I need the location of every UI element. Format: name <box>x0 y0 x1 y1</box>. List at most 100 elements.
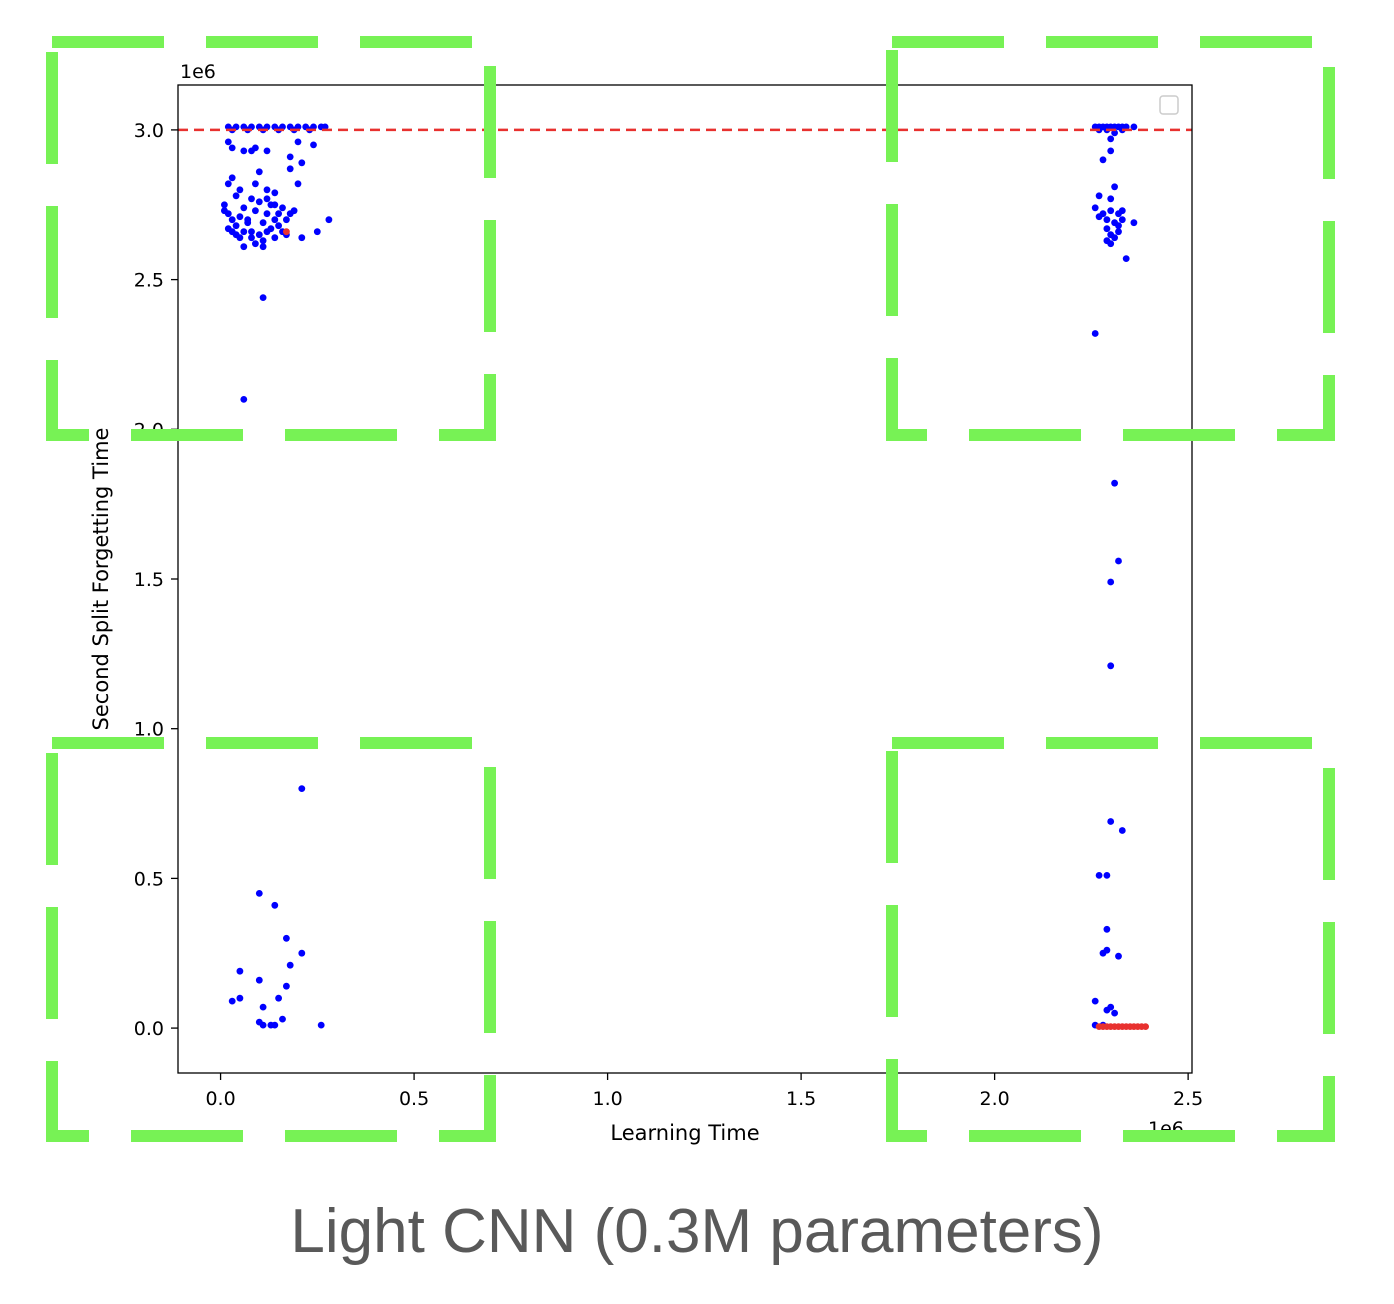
scatter-point <box>1103 216 1111 224</box>
y-offset-label: 1e6 <box>180 61 216 83</box>
scatter-point <box>1115 557 1122 565</box>
scatter-point <box>1103 225 1111 233</box>
x-tick-label: 2.5 <box>1173 1088 1203 1110</box>
scatter-point <box>1091 997 1099 1005</box>
scatter-point <box>221 201 228 209</box>
y-tick-label: 0.0 <box>134 1018 164 1040</box>
points-layer <box>221 123 1149 1030</box>
scatter-point <box>1130 219 1138 227</box>
scatter-point <box>271 201 279 209</box>
scatter-point <box>1107 662 1115 670</box>
scatter-point <box>236 234 244 242</box>
scatter-point <box>221 207 228 215</box>
legend-box <box>1159 95 1179 115</box>
scatter-point <box>1107 240 1115 248</box>
scatter-point <box>236 213 244 221</box>
scatter-point <box>283 982 290 990</box>
scatter-point <box>271 189 279 197</box>
scatter-point <box>1107 195 1115 203</box>
scatter-point <box>325 216 333 224</box>
scatter-point <box>252 144 259 152</box>
scatter-point <box>259 219 267 227</box>
scatter-point <box>240 243 248 251</box>
y-tick-label: 1.0 <box>134 719 164 741</box>
scatter-point <box>1111 479 1118 487</box>
scatter-point <box>236 967 244 975</box>
y-tick-label: 2.5 <box>134 270 164 292</box>
scatter-point <box>263 195 271 203</box>
y-tick-label: 1.5 <box>134 569 164 591</box>
y-axis: 0.00.51.01.52.02.53.0 <box>134 120 178 1040</box>
scatter-point <box>240 396 248 403</box>
scatter-point <box>294 180 302 188</box>
scatter-point <box>1115 222 1122 230</box>
scatter-point <box>259 1003 267 1011</box>
scatter-point <box>255 231 263 239</box>
scatter-point <box>1142 1023 1149 1030</box>
scatter-point <box>1091 330 1099 337</box>
scatter-point <box>1091 204 1099 212</box>
scatter-point <box>259 294 267 301</box>
scatter-point <box>1107 818 1115 825</box>
y-axis-label: Second Split Forgetting Time <box>89 428 113 731</box>
scatter-point <box>1115 228 1122 236</box>
scatter-point <box>283 228 290 236</box>
scatter-point <box>259 1021 267 1029</box>
scatter-point <box>224 180 232 188</box>
scatter-point <box>252 180 259 188</box>
scatter-point <box>228 997 236 1005</box>
scatter-point <box>1118 827 1126 834</box>
bottom-left-region <box>46 737 496 1142</box>
scatter-point <box>1099 156 1107 164</box>
scatter-point <box>279 1015 286 1023</box>
scatter-point <box>275 994 282 1002</box>
scatter-point <box>271 1021 279 1029</box>
x-tick-label: 1.0 <box>592 1088 622 1110</box>
highlight-boxes <box>46 36 1335 1142</box>
x-tick-label: 0.5 <box>399 1088 429 1110</box>
scatter-point <box>1115 952 1122 960</box>
scatter-point <box>283 934 290 942</box>
scatter-point <box>1107 578 1115 586</box>
y-tick-label: 0.5 <box>134 868 164 890</box>
scatter-point <box>248 234 255 242</box>
scatter-point <box>290 207 298 215</box>
scatter-point <box>275 222 282 230</box>
scatter-point <box>1111 1009 1118 1017</box>
scatter-point <box>240 204 248 212</box>
scatter-point <box>321 123 329 131</box>
scatter-point <box>232 222 240 230</box>
scatter-point <box>1111 234 1118 242</box>
scatter-point <box>286 961 294 969</box>
scatter-point <box>255 168 263 176</box>
scatter-point <box>298 234 306 242</box>
scatter-point <box>228 174 236 182</box>
scatter-point <box>1103 872 1111 879</box>
scatter-point <box>298 785 306 792</box>
scatter-point <box>240 228 248 236</box>
scatter-point <box>1111 129 1118 137</box>
scatter-point <box>228 216 236 224</box>
scatter-point <box>248 195 255 203</box>
plot-area <box>177 84 1193 1074</box>
scatter-point <box>271 216 279 224</box>
scatter-point <box>1107 1003 1115 1011</box>
scatter-point <box>248 228 255 236</box>
scatter-point <box>1103 946 1111 954</box>
scatter-point <box>1107 135 1115 143</box>
x-tick-label: 0.0 <box>205 1088 235 1110</box>
bottom-right-region <box>886 737 1335 1142</box>
scatter-point <box>271 234 279 242</box>
scatter-point <box>298 159 306 167</box>
scatter-point <box>310 141 317 149</box>
scatter-point <box>244 219 252 227</box>
scatter-point <box>1118 216 1126 224</box>
scatter-point <box>232 192 240 200</box>
scatter-point <box>279 204 286 212</box>
scatter-point <box>252 207 259 215</box>
scatter-point <box>286 165 294 173</box>
x-tick-label: 2.0 <box>980 1088 1010 1110</box>
scatter-point <box>1095 872 1103 879</box>
scatter-point <box>275 210 282 218</box>
scatter-point <box>228 228 236 236</box>
